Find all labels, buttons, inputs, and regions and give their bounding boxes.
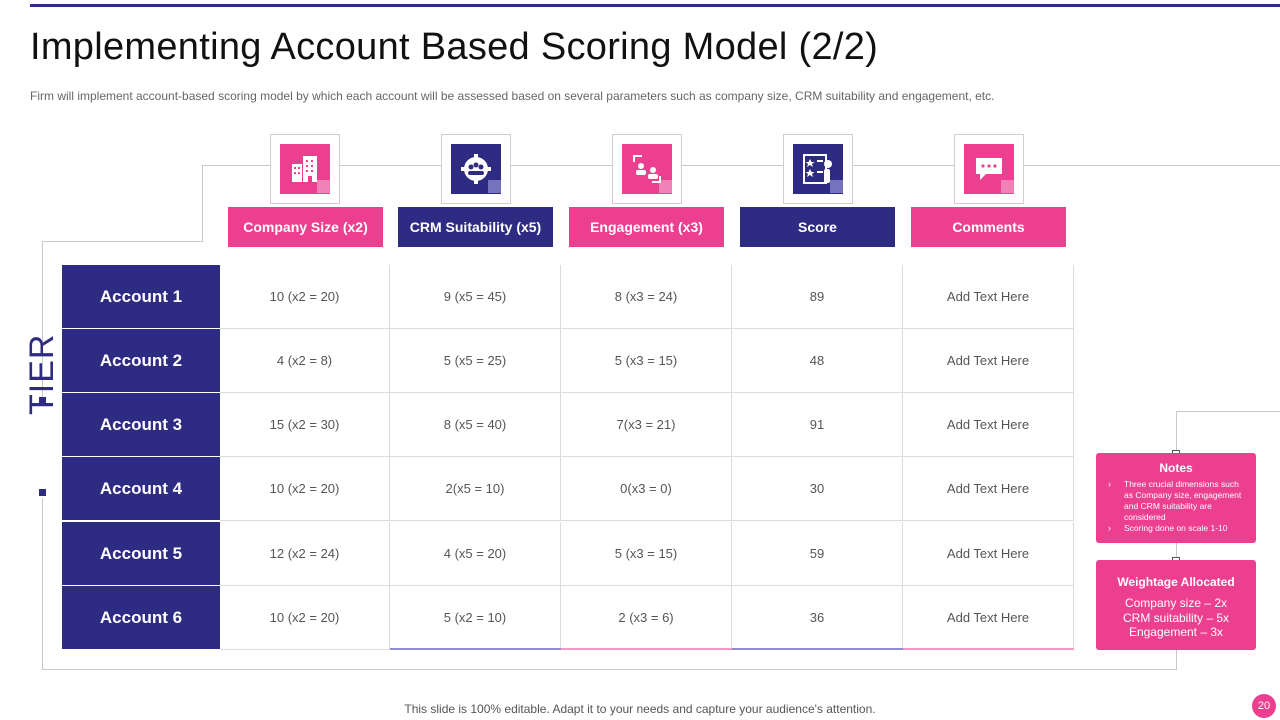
connector-line-tier-lower (42, 498, 43, 669)
notes-box: Notes Three crucial dimensions such as C… (1096, 453, 1256, 543)
score-icon-card (783, 134, 853, 204)
account-label: Account 2 (62, 329, 220, 392)
notes-item: Scoring done on scale 1-10 (1108, 523, 1246, 534)
cell-crm-suitability: 5 (x5 = 25) (390, 329, 561, 393)
cell-crm-suitability: 4 (x5 = 20) (390, 522, 561, 586)
account-label: Account 6 (62, 586, 220, 649)
table-row: Account 2 4 (x2 = 8) 5 (x5 = 25) 5 (x3 =… (62, 329, 1074, 393)
tier-marker-bottom (39, 489, 46, 496)
table-row: Account 1 10 (x2 = 20) 9 (x5 = 45) 8 (x3… (62, 265, 1074, 329)
cell-comments[interactable]: Add Text Here (903, 457, 1074, 521)
account-label: Account 1 (62, 265, 220, 328)
column-underline-comments (903, 648, 1074, 650)
cell-crm-suitability: 8 (x5 = 40) (390, 393, 561, 457)
cell-score: 30 (732, 457, 903, 521)
connector-line-tier-upper (42, 241, 43, 399)
cell-comments[interactable]: Add Text Here (903, 586, 1074, 650)
header-crm-suitability: CRM Suitability (x5) (398, 207, 553, 247)
cell-crm-suitability: 5 (x2 = 10) (390, 586, 561, 650)
rating-stars-icon (803, 154, 832, 184)
header-company-size: Company Size (x2) (228, 207, 383, 247)
gear-people-icon (461, 154, 491, 184)
crm-suitability-icon-card (441, 134, 511, 204)
notes-list: Three crucial dimensions such as Company… (1096, 479, 1256, 534)
building-icon (292, 156, 317, 182)
connector-line-right-top (1176, 411, 1280, 412)
cell-engagement: 5 (x3 = 15) (561, 329, 732, 393)
cell-comments[interactable]: Add Text Here (903, 522, 1074, 586)
footer-text: This slide is 100% editable. Adapt it to… (404, 702, 876, 716)
people-exchange-icon (633, 155, 661, 183)
page-number: 20 (1252, 694, 1276, 718)
connector-line-left-drop (202, 165, 203, 242)
column-underline-engagement (561, 648, 732, 650)
header-comments: Comments (911, 207, 1066, 247)
connector-line-bottom (42, 669, 1177, 670)
weightage-box: Weightage Allocated Company size – 2x CR… (1096, 560, 1256, 650)
engagement-icon-card (612, 134, 682, 204)
notes-item: Three crucial dimensions such as Company… (1108, 479, 1246, 523)
weightage-line: CRM suitability – 5x (1122, 610, 1230, 625)
table-row: Account 3 15 (x2 = 30) 8 (x5 = 40) 7(x3 … (62, 393, 1074, 457)
cell-score: 59 (732, 522, 903, 586)
account-label: Account 5 (62, 522, 220, 585)
comments-icon-card (954, 134, 1024, 204)
cell-comments[interactable]: Add Text Here (903, 265, 1074, 329)
cell-score: 91 (732, 393, 903, 457)
chat-bubble-icon (976, 158, 1002, 180)
weightage-line: Company size – 2x (1124, 596, 1228, 610)
connector-line-top (202, 165, 1280, 166)
connector-line-tier-top (42, 241, 203, 242)
cell-comments[interactable]: Add Text Here (903, 329, 1074, 393)
cell-company-size: 4 (x2 = 8) (220, 329, 390, 393)
weightage-title: Weightage Allocated (1117, 575, 1235, 589)
cell-crm-suitability: 2(x5 = 10) (390, 457, 561, 521)
company-size-icon-card (270, 134, 340, 204)
notes-title: Notes (1159, 461, 1193, 475)
cell-engagement: 7(x3 = 21) (561, 393, 732, 457)
cell-engagement: 5 (x3 = 15) (561, 522, 732, 586)
cell-engagement: 8 (x3 = 24) (561, 265, 732, 329)
cell-score: 89 (732, 265, 903, 329)
table-row: Account 5 12 (x2 = 24) 4 (x5 = 20) 5 (x3… (62, 522, 1074, 586)
cell-engagement: 2 (x3 = 6) (561, 586, 732, 650)
tier-label: TIER (23, 333, 61, 415)
tier-marker-top (39, 397, 46, 404)
account-label: Account 4 (62, 457, 220, 520)
column-underline-crm (390, 648, 561, 650)
page-title: Implementing Account Based Scoring Model… (30, 26, 879, 68)
cell-score: 48 (732, 329, 903, 393)
scoring-table: Account 1 10 (x2 = 20) 9 (x5 = 45) 8 (x3… (62, 265, 1074, 650)
cell-company-size: 10 (x2 = 20) (220, 586, 390, 650)
header-score: Score (740, 207, 895, 247)
account-label: Account 3 (62, 393, 220, 456)
column-underline-score (732, 648, 903, 650)
top-accent-bar (30, 4, 1280, 7)
header-engagement: Engagement (x3) (569, 207, 724, 247)
table-row: Account 6 10 (x2 = 20) 5 (x2 = 10) 2 (x3… (62, 586, 1074, 650)
cell-company-size: 10 (x2 = 20) (220, 457, 390, 521)
cell-company-size: 15 (x2 = 30) (220, 393, 390, 457)
cell-crm-suitability: 9 (x5 = 45) (390, 265, 561, 329)
weightage-line: Engagement – 3x (1128, 625, 1224, 639)
cell-score: 36 (732, 586, 903, 650)
cell-company-size: 10 (x2 = 20) (220, 265, 390, 329)
table-row: Account 4 10 (x2 = 20) 2(x5 = 10) 0(x3 =… (62, 457, 1074, 521)
cell-comments[interactable]: Add Text Here (903, 393, 1074, 457)
cell-company-size: 12 (x2 = 24) (220, 522, 390, 586)
cell-engagement: 0(x3 = 0) (561, 457, 732, 521)
page-subtitle: Firm will implement account-based scorin… (30, 89, 995, 103)
weightage-lines: Company size – 2x CRM suitability – 5x E… (1096, 596, 1256, 640)
